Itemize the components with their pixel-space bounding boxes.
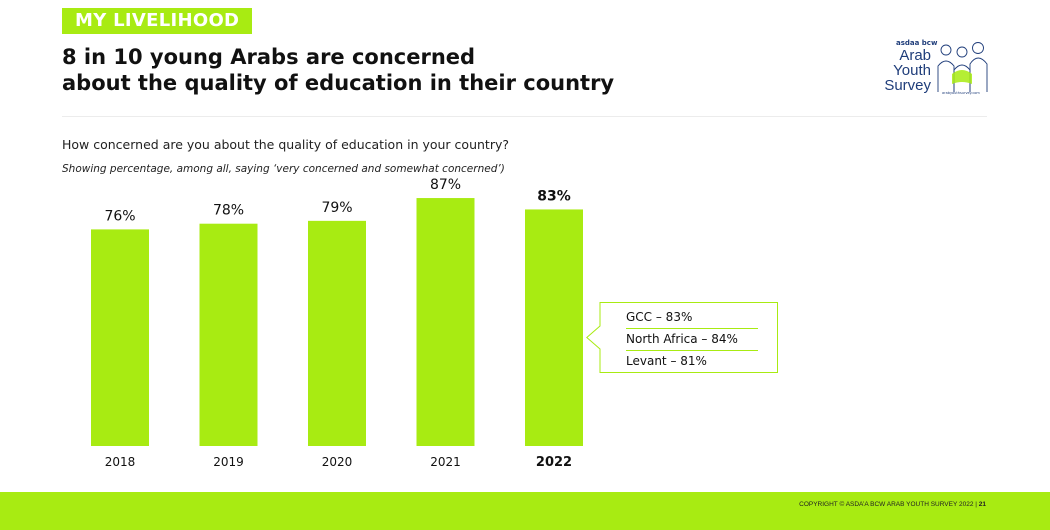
data-label-2021: 87% xyxy=(430,177,461,193)
logo-word-arab: Arab xyxy=(899,47,931,64)
data-label-2020: 79% xyxy=(321,200,352,216)
bar-2019 xyxy=(199,223,258,446)
x-tick-2021: 2021 xyxy=(430,455,461,469)
data-label-2019: 78% xyxy=(213,203,244,219)
callout-item-levant: Levant – 81% xyxy=(626,350,758,372)
callout-list: GCC – 83% North Africa – 84% Levant – 81… xyxy=(626,307,758,372)
data-label-2018: 76% xyxy=(104,208,135,224)
callout-frame xyxy=(586,302,778,373)
copyright: COPYRIGHT © ASDA’A BCW ARAB YOUTH SURVEY… xyxy=(799,501,986,508)
footer-bar xyxy=(0,492,1050,530)
regional-callout: GCC – 83% North Africa – 84% Levant – 81… xyxy=(586,302,778,373)
x-tick-2020: 2020 xyxy=(322,455,353,469)
logo-word-youth: Youth xyxy=(893,62,931,79)
survey-question: How concerned are you about the quality … xyxy=(62,137,509,152)
x-tick-2018: 2018 xyxy=(105,455,136,469)
x-tick-2019: 2019 xyxy=(213,455,244,469)
data-label-2022: 83% xyxy=(537,188,571,204)
header-divider xyxy=(62,116,987,117)
callout-item-north-africa: North Africa – 84% xyxy=(626,328,758,350)
copyright-text: COPYRIGHT © ASDA’A BCW ARAB YOUTH SURVEY… xyxy=(799,501,977,508)
logo-url: arabyouthsurvey.com xyxy=(942,91,980,95)
bar-2020 xyxy=(308,220,366,446)
section-tag: MY LIVELIHOOD xyxy=(62,8,253,34)
survey-note: Showing percentage, among all, saying ‘v… xyxy=(62,163,505,175)
page-title: 8 in 10 young Arabs are concerned about … xyxy=(62,44,614,96)
callout-item-gcc: GCC – 83% xyxy=(626,310,693,324)
bar-2022 xyxy=(525,209,583,446)
logo-word-survey: Survey xyxy=(884,77,931,94)
page-title-line-1: 8 in 10 young Arabs are concerned xyxy=(62,45,476,69)
x-tick-2022: 2022 xyxy=(536,455,572,470)
page-title-line-2: about the quality of education in their … xyxy=(62,71,615,95)
arab-youth-survey-logo: asdaa bcw Arab Youth Survey arabyouthsur… xyxy=(870,36,995,102)
logo-brand: asdaa bcw xyxy=(896,39,938,47)
page-number: 21 xyxy=(978,501,986,508)
youth-figures-icon xyxy=(937,42,988,92)
bar-2021 xyxy=(416,198,475,446)
bar-2018 xyxy=(91,229,149,446)
